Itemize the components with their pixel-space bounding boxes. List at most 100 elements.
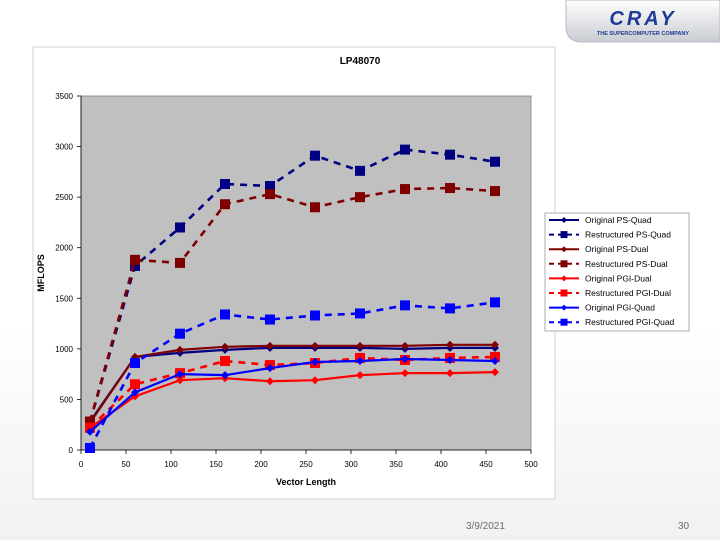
- data-point: [401, 341, 409, 350]
- data-point: [310, 150, 320, 161]
- y-axis-label: MFLOPS: [36, 254, 46, 292]
- data-point: [130, 379, 140, 390]
- series-line-original-ps-quad: [89, 346, 495, 423]
- x-tick-label: 250: [299, 460, 313, 469]
- data-point: [356, 341, 364, 350]
- data-point: [491, 356, 499, 365]
- x-tick-label: 0: [79, 460, 84, 469]
- logo-tagline: THE SUPERCOMPUTER COMPANY: [597, 31, 690, 37]
- footer-date: 3/9/2021: [466, 521, 505, 532]
- data-point: [130, 358, 140, 369]
- data-point: [266, 341, 274, 350]
- data-point: [400, 184, 410, 195]
- series-line-restructured-pgi-quad: [88, 301, 496, 449]
- legend-marker: [560, 289, 568, 297]
- legend-item: Original PGI-Dual: [549, 273, 652, 283]
- data-point: [401, 354, 409, 363]
- y-tick-label: 3000: [55, 143, 73, 152]
- legend-marker: [560, 231, 568, 239]
- cray-logo: CRAY THE SUPERCOMPUTER COMPANY: [565, 0, 720, 43]
- data-point: [175, 328, 185, 339]
- x-tick-label: 350: [389, 460, 403, 469]
- series-original-ps-dual: [86, 340, 499, 427]
- legend-item: Original PS-Dual: [549, 244, 648, 254]
- data-point: [176, 370, 184, 379]
- data-point: [130, 254, 140, 265]
- data-point: [221, 371, 229, 380]
- data-point: [490, 297, 500, 308]
- x-tick-label: 100: [164, 460, 178, 469]
- legend-marker: [561, 275, 567, 282]
- legend-label: Restructured PGI-Dual: [585, 288, 671, 298]
- legend-marker: [560, 318, 568, 326]
- legend-label: Original PS-Dual: [585, 244, 648, 254]
- data-point: [220, 199, 230, 210]
- data-point: [490, 156, 500, 167]
- logo-text: CRAY: [609, 8, 676, 30]
- series-line-original-pgi-quad: [89, 357, 496, 433]
- legend-box: [544, 212, 690, 332]
- legend-marker: [561, 246, 567, 253]
- y-tick-label: 1500: [55, 294, 73, 303]
- data-point: [490, 186, 500, 197]
- y-tick-label: 0: [69, 446, 74, 455]
- chart-title: LP48070: [340, 56, 381, 67]
- x-tick-label: 200: [254, 460, 268, 469]
- data-point: [265, 314, 275, 325]
- data-point: [220, 178, 230, 189]
- legend-item: Restructured PGI-Dual: [549, 288, 671, 298]
- data-point: [311, 376, 319, 385]
- data-point: [401, 369, 409, 378]
- data-point: [266, 377, 274, 386]
- legend-label: Restructured PS-Quad: [585, 230, 671, 240]
- legend-marker: [561, 304, 567, 311]
- x-tick-label: 50: [122, 460, 131, 469]
- data-point: [356, 371, 364, 380]
- data-point: [310, 202, 320, 213]
- data-point: [85, 422, 95, 433]
- x-axis-label: Vector Length: [276, 477, 336, 487]
- data-point: [176, 345, 184, 354]
- data-point: [176, 376, 184, 385]
- legend-marker: [561, 217, 567, 223]
- legend-item: Restructured PS-Dual: [549, 259, 668, 269]
- data-point: [445, 149, 455, 160]
- data-point: [356, 356, 364, 365]
- series-line-restructured-ps-dual: [88, 186, 496, 423]
- plot-area: [80, 95, 532, 451]
- y-tick-label: 2500: [55, 193, 73, 202]
- series-original-pgi-quad: [86, 354, 499, 436]
- data-point: [265, 181, 275, 192]
- y-tick-label: 3500: [55, 92, 73, 101]
- series-restructured-pgi-quad: [85, 297, 500, 453]
- y-tick-label: 500: [60, 395, 74, 404]
- series-line-restructured-ps-quad: [88, 148, 496, 423]
- x-tick-label: 300: [344, 460, 358, 469]
- data-point: [220, 355, 230, 366]
- data-point: [446, 355, 454, 364]
- series-line-original-ps-dual: [89, 343, 495, 424]
- legend-label: Original PS-Quad: [585, 215, 652, 225]
- data-point: [85, 416, 95, 427]
- data-point: [400, 300, 410, 311]
- data-point: [491, 340, 499, 349]
- footer-page-number: 30: [678, 521, 690, 532]
- legend-item: Original PGI-Quad: [549, 303, 655, 313]
- x-tick-label: 450: [479, 460, 493, 469]
- legend-item: Original PS-Quad: [549, 215, 652, 225]
- data-point: [130, 260, 140, 271]
- data-point: [175, 257, 185, 268]
- legend-item: Restructured PGI-Quad: [549, 317, 675, 327]
- data-point: [490, 351, 500, 362]
- series-line-original-pgi-dual: [89, 371, 496, 429]
- legend-marker: [560, 260, 568, 268]
- data-point: [355, 308, 365, 319]
- data-point: [446, 340, 454, 349]
- x-tick-label: 400: [434, 460, 448, 469]
- data-point: [175, 222, 185, 233]
- legend-label: Restructured PS-Dual: [585, 259, 668, 269]
- legend-item: Restructured PS-Quad: [549, 230, 671, 240]
- y-tick-label: 1000: [55, 345, 73, 354]
- data-point: [311, 358, 319, 367]
